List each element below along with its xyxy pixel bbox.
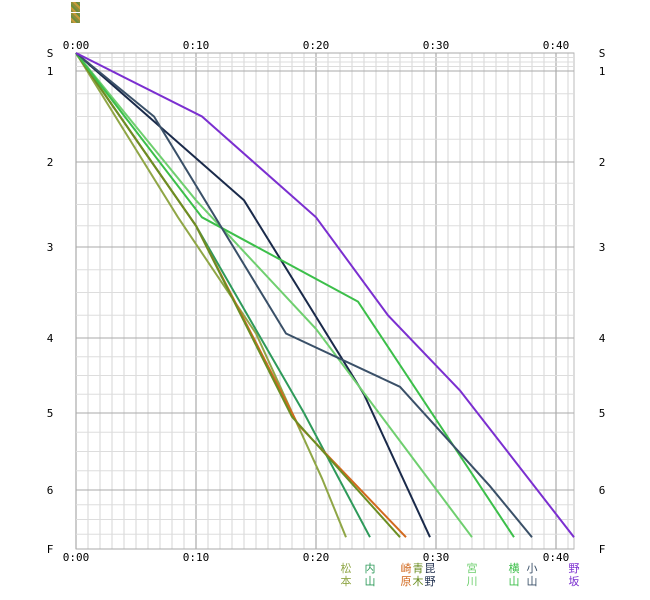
chart-grid (75, 52, 575, 550)
series-label-4: 木 (413, 575, 424, 588)
series-label-3: 崎 (401, 561, 412, 575)
y-tick-left: 3 (47, 241, 54, 254)
series-label-5: 野 (425, 575, 436, 588)
series-label-7: 横 (509, 561, 520, 575)
series-line-4 (75, 52, 401, 538)
x-tick-top: 0:10 (183, 39, 210, 52)
y-tick-left: S (47, 47, 54, 60)
x-tick-top: 0:00 (63, 39, 90, 52)
series-label-6: 宮 (467, 561, 478, 575)
series-label-7: 山 (509, 575, 520, 588)
series-label-2: 山 (365, 575, 376, 588)
series-label-5: 昆 (425, 562, 436, 575)
y-tick-right: 1 (599, 65, 606, 78)
x-tick-bottom: 0:20 (303, 551, 330, 564)
y-tick-left: F (47, 543, 54, 556)
chart-series (75, 52, 575, 538)
series-label-8: 小 (527, 562, 538, 575)
series-line-6 (75, 52, 473, 538)
y-tick-right: 5 (599, 407, 606, 420)
app-logo-icon (71, 2, 80, 24)
y-tick-right: 2 (599, 156, 606, 169)
y-tick-right: 4 (599, 332, 606, 345)
x-tick-bottom: 0:00 (63, 551, 90, 564)
y-tick-left: 5 (47, 407, 54, 420)
x-tick-bottom: 0:40 (543, 551, 570, 564)
series-label-3: 原 (401, 575, 412, 588)
plot-area (75, 52, 575, 550)
series-label-1: 本 (341, 574, 352, 588)
x-tick-top: 0:40 (543, 39, 570, 52)
x-tick-top: 0:20 (303, 39, 330, 52)
series-label-9: 野 (569, 562, 580, 575)
y-tick-left: 1 (47, 65, 54, 78)
series-label-8: 山 (527, 575, 538, 588)
series-label-4: 青 (413, 562, 424, 575)
series-line-1 (75, 52, 347, 538)
x-tick-top: 0:30 (423, 39, 450, 52)
y-tick-right: S (599, 47, 606, 60)
series-line-8 (75, 52, 533, 538)
y-tick-left: 2 (47, 156, 54, 169)
x-tick-bottom: 0:10 (183, 551, 210, 564)
y-tick-right: 6 (599, 484, 606, 497)
chart-ticks: 0:00 0:00 0:10 0:10 0:20 0:20 0:30 0:30 0:40 0:40… (47, 39, 606, 564)
series-line-7 (75, 52, 515, 538)
series-line-9 (75, 52, 575, 538)
series-label-9: 坂 (569, 575, 580, 588)
series-label-6: 川 (467, 575, 478, 588)
y-tick-right: F (599, 543, 606, 556)
series-label-1: 松 (341, 561, 352, 575)
y-tick-left: 4 (47, 332, 54, 345)
x-tick-bottom: 0:30 (423, 551, 450, 564)
y-tick-left: 6 (47, 484, 54, 497)
series-label-2: 内 (365, 561, 376, 575)
y-tick-right: 3 (599, 241, 606, 254)
